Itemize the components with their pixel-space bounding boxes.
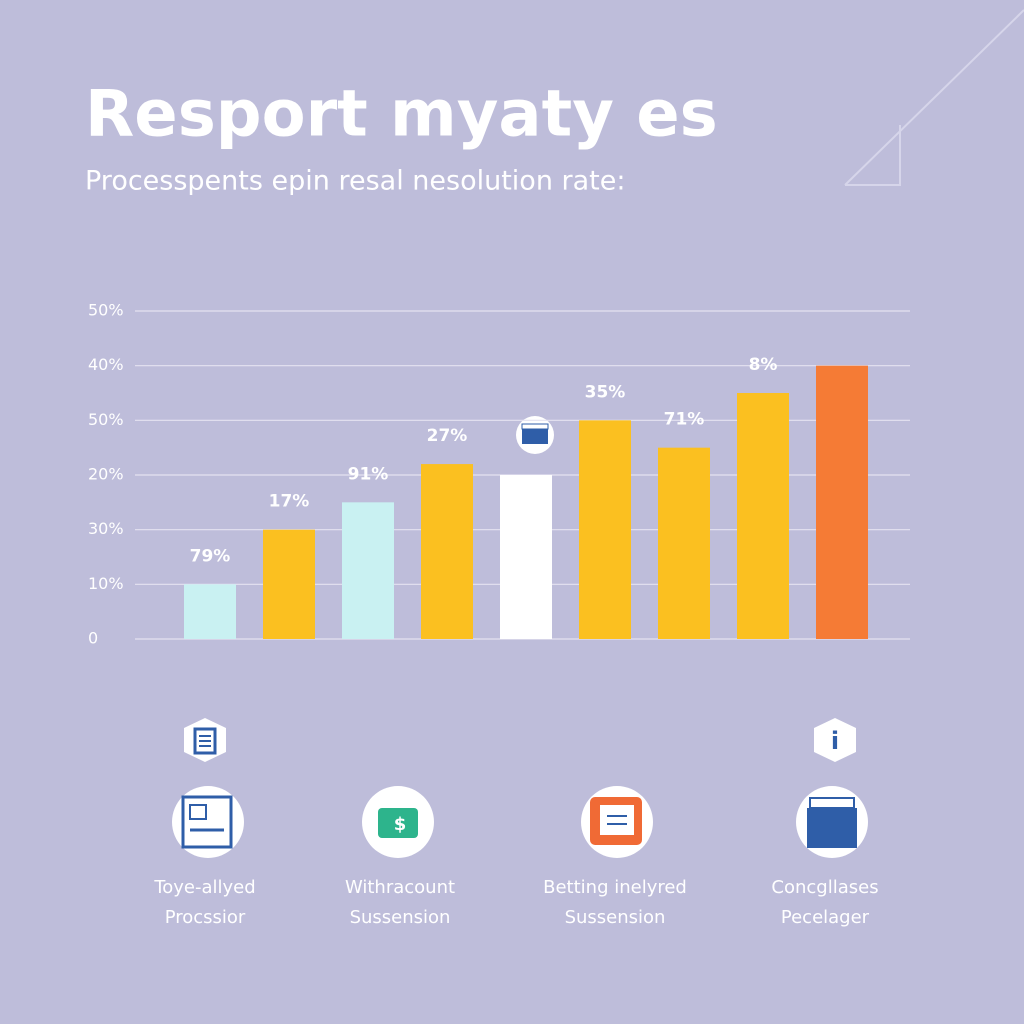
decoration bbox=[845, 125, 901, 186]
icon bbox=[796, 786, 868, 858]
value-label: 35% bbox=[585, 382, 626, 402]
value-label: 91% bbox=[348, 464, 389, 484]
bar bbox=[579, 420, 631, 639]
y-tick-label: 40% bbox=[88, 355, 124, 374]
item-label: Procssior bbox=[165, 907, 246, 928]
icon bbox=[184, 718, 226, 762]
bar bbox=[500, 475, 552, 639]
decoration bbox=[844, 9, 1024, 186]
y-tick-label: 30% bbox=[88, 519, 124, 538]
bar bbox=[737, 393, 789, 639]
bar-icon bbox=[516, 416, 554, 454]
value-label: 8% bbox=[749, 355, 778, 375]
bar bbox=[816, 365, 868, 639]
icon: $ bbox=[362, 786, 434, 858]
item-label: Concgllases bbox=[771, 877, 878, 898]
item-label: Sussension bbox=[565, 907, 666, 928]
item-label: Pecelager bbox=[781, 907, 870, 928]
svg-text:$: $ bbox=[394, 814, 407, 835]
bar bbox=[263, 529, 315, 639]
value-label: 71% bbox=[664, 410, 705, 430]
item-label: Toye-allyed bbox=[153, 877, 255, 898]
y-tick-label: 20% bbox=[88, 465, 124, 484]
item-label: Sussension bbox=[350, 907, 451, 928]
y-tick-label: 10% bbox=[88, 574, 124, 593]
bar bbox=[421, 464, 473, 639]
y-tick-label: 0 bbox=[88, 629, 98, 648]
y-tick-label: 50% bbox=[88, 301, 124, 320]
icon bbox=[172, 786, 244, 858]
value-label: 27% bbox=[427, 426, 468, 446]
item-label: Withracount bbox=[345, 877, 455, 898]
chart-title: Resport myaty es bbox=[85, 78, 718, 152]
svg-text:i: i bbox=[831, 727, 839, 755]
value-label: 17% bbox=[269, 492, 310, 512]
bar bbox=[342, 502, 394, 639]
icon bbox=[581, 786, 653, 858]
icon: i bbox=[814, 718, 856, 762]
value-label: 79% bbox=[190, 546, 231, 566]
bar bbox=[658, 447, 710, 639]
item-label: Betting inelyred bbox=[543, 877, 687, 898]
y-tick-label: 50% bbox=[88, 410, 124, 429]
chart-subtitle: Processpents epin resal nesolution rate: bbox=[85, 166, 625, 197]
bar bbox=[184, 584, 236, 639]
